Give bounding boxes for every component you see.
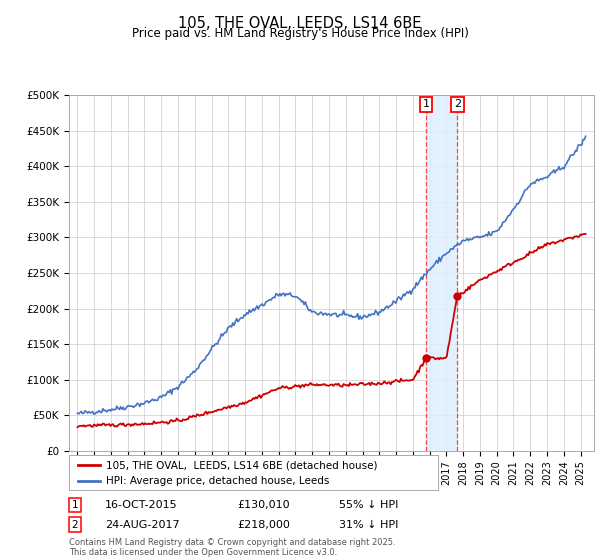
Bar [426,95,457,451]
Text: 16-OCT-2015: 16-OCT-2015 [105,500,178,510]
Text: 24-AUG-2017: 24-AUG-2017 [105,520,179,530]
Text: £130,010: £130,010 [237,500,290,510]
Text: 105, THE OVAL, LEEDS, LS14 6BE: 105, THE OVAL, LEEDS, LS14 6BE [178,16,422,31]
Text: 105, THE OVAL,  LEEDS, LS14 6BE (detached house): 105, THE OVAL, LEEDS, LS14 6BE (detached… [106,460,377,470]
Text: 31% ↓ HPI: 31% ↓ HPI [339,520,398,530]
Text: 55% ↓ HPI: 55% ↓ HPI [339,500,398,510]
Text: 2: 2 [71,520,79,530]
Text: £218,000: £218,000 [237,520,290,530]
Text: HPI: Average price, detached house, Leeds: HPI: Average price, detached house, Leed… [106,477,329,486]
Text: 2: 2 [454,100,461,109]
Text: 1: 1 [422,100,430,109]
Text: 1: 1 [71,500,79,510]
Text: Contains HM Land Registry data © Crown copyright and database right 2025.
This d: Contains HM Land Registry data © Crown c… [69,538,395,557]
Text: Price paid vs. HM Land Registry's House Price Index (HPI): Price paid vs. HM Land Registry's House … [131,27,469,40]
